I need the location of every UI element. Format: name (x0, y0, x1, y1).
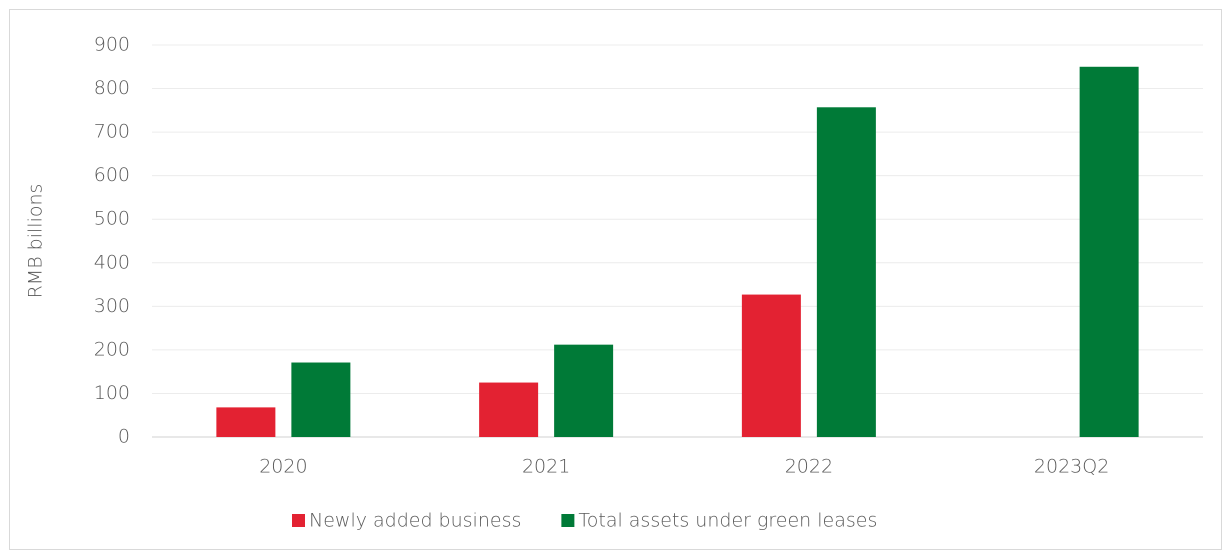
y-tick-label: 900 (94, 34, 130, 56)
x-tick-label: 2020 (259, 456, 307, 478)
y-tick-label: 500 (94, 208, 130, 230)
y-tick-label: 0 (118, 426, 130, 448)
x-tick-label: 2023Q2 (1034, 456, 1109, 478)
bar (1079, 66, 1139, 438)
y-tick-label: 800 (94, 77, 130, 99)
bar (816, 107, 876, 437)
bar (291, 362, 351, 437)
y-tick-label: 400 (94, 251, 130, 273)
y-tick-label: 200 (94, 338, 130, 360)
bar (741, 294, 801, 437)
y-tick-label: 600 (94, 164, 130, 186)
legend-swatch (292, 514, 305, 527)
y-axis-label: RMB billions (25, 184, 47, 299)
bar (554, 344, 614, 437)
legend-label: Total assets under green leases (578, 510, 877, 532)
legend-label: Newly added business (309, 510, 521, 532)
x-tick-label: 2021 (522, 456, 570, 478)
bar (479, 382, 539, 437)
y-tick-label: 100 (94, 382, 130, 404)
x-tick-label: 2022 (785, 456, 833, 478)
y-tick-label: 300 (94, 295, 130, 317)
y-tick-label: 700 (94, 121, 130, 143)
bar (216, 407, 276, 437)
legend-swatch (561, 514, 575, 527)
